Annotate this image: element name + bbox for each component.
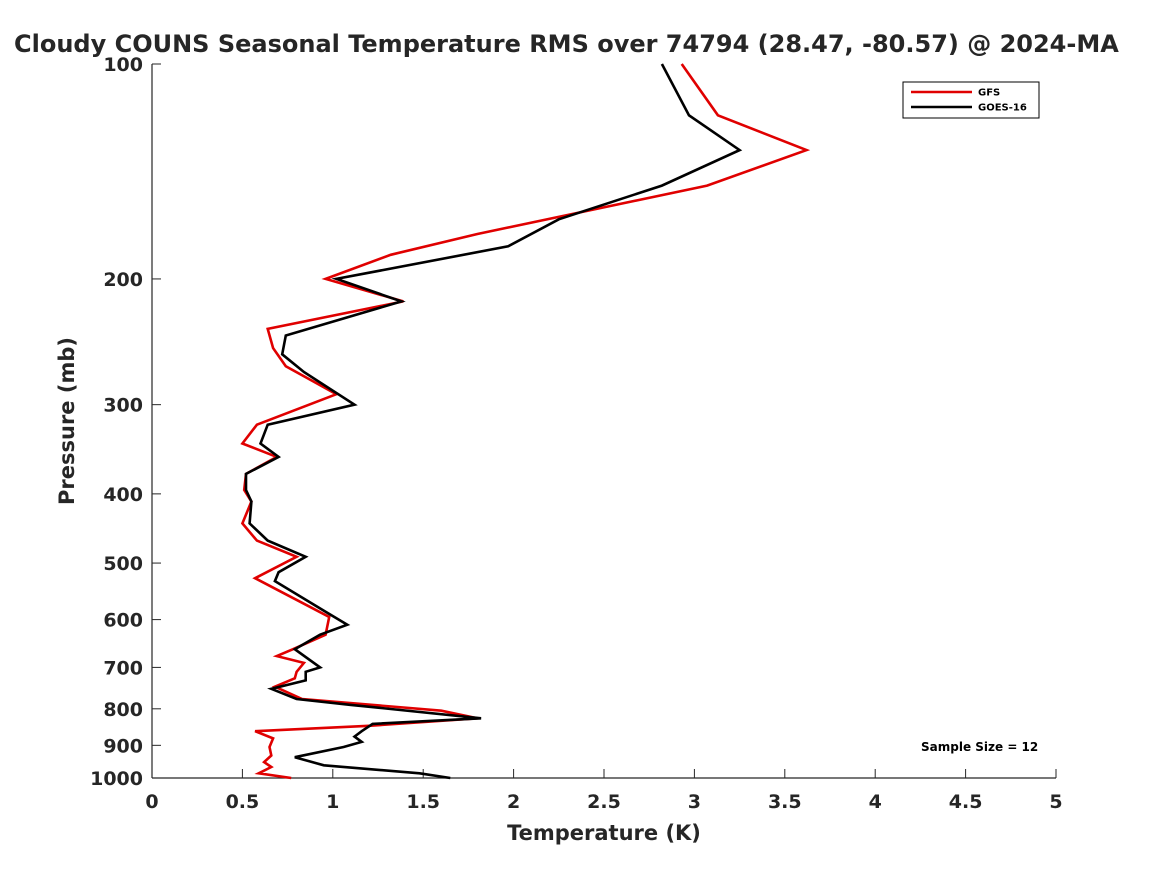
y-tick-label: 600 [103,610,143,632]
series-line-gfs [240,63,811,780]
series-group [240,63,811,780]
legend-entry: GOES-16 [978,103,1027,114]
y-tick-label: 900 [103,735,143,757]
x-tick-label: 4 [869,791,882,813]
sample-size-annotation: Sample Size = 12 [921,740,1038,754]
y-tick-label: 400 [103,484,143,506]
y-tick-label: 500 [103,553,143,575]
series-line-goes-16 [244,63,743,780]
x-tick-label: 1.5 [406,791,440,813]
x-tick-label: 2 [507,791,520,813]
y-axis: 100 200 300 400 500 600 700 800 900 1000 [90,54,161,790]
x-tick-label: 0 [145,791,158,813]
legend: GFS GOES-16 [902,81,1040,119]
y-tick-label: 300 [103,395,143,417]
x-tick-label: 5 [1049,791,1062,813]
legend-entry: GFS [978,88,1000,99]
y-tick-label: 800 [103,699,143,721]
chart-title: Cloudy COUNS Seasonal Temperature RMS ov… [14,30,1119,58]
x-tick-label: 1 [326,791,339,813]
x-tick-label: 4.5 [949,791,983,813]
y-tick-label: 100 [103,54,143,76]
x-axis: 0 0.5 1 1.5 2 2.5 3 3.5 4 4.5 5 [145,769,1063,813]
y-tick-label: 200 [103,269,143,291]
legend-box [902,81,1040,119]
x-axis-label: Temperature (K) [507,821,701,845]
y-axis-label: Pressure (mb) [55,337,79,505]
y-tick-label: 1000 [90,768,143,790]
x-tick-label: 3.5 [768,791,802,813]
x-tick-label: 3 [688,791,701,813]
x-tick-label: 0.5 [226,791,260,813]
x-tick-label: 2.5 [587,791,621,813]
y-tick-label: 700 [103,657,143,679]
